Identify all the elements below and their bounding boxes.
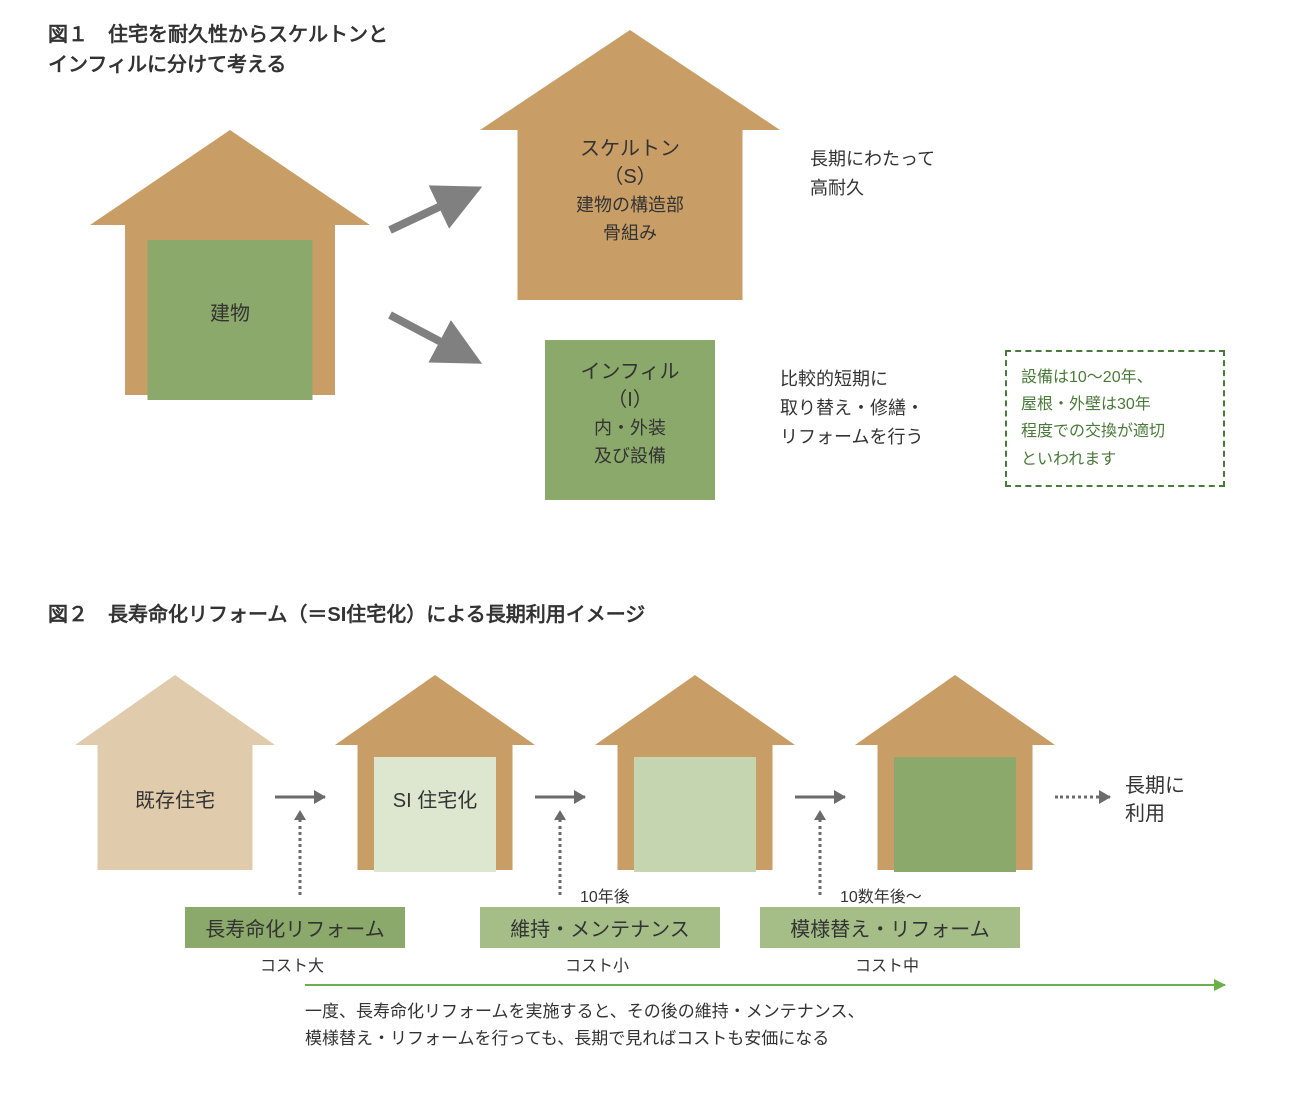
arrow-up-dotted-icon	[293, 810, 307, 895]
time-label-2: 10数年後～	[840, 883, 922, 907]
house-stage-1: SI 住宅化	[340, 675, 530, 870]
infill-note: 比較的短期に 取り替え・修繕・ リフォームを行う	[780, 365, 924, 451]
arrow-up-dotted-icon	[553, 810, 567, 895]
roof-icon	[75, 675, 275, 745]
arrow-right-icon	[795, 790, 845, 804]
arrow-up-dotted-icon	[813, 810, 827, 895]
arrow-right-icon	[275, 790, 325, 804]
house-infill	[894, 757, 1016, 872]
arrow-down-icon	[380, 300, 490, 380]
house-stage-3	[860, 675, 1050, 870]
time-label-1: 10年後	[580, 883, 630, 907]
fig2-footnote: 一度、長寿命化リフォームを実施すると、その後の維持・メンテナンス、 模様替え・リ…	[305, 998, 864, 1052]
arrow-right-dotted-icon	[1055, 790, 1110, 804]
cost-label-2: コスト中	[855, 952, 919, 976]
skeleton-label: スケルトン （S） 建物の構造部 骨組み	[490, 135, 770, 247]
stage1-label: SI 住宅化	[340, 787, 530, 815]
house-building: 建物	[100, 130, 360, 390]
roof-icon	[855, 675, 1055, 745]
stage-name-0: 長寿命化リフォーム	[185, 907, 405, 948]
cost-label-1: コスト小	[565, 952, 629, 976]
fig2-title: 図２ 長寿命化リフォーム（＝SI住宅化）による長期利用イメージ	[48, 600, 645, 630]
roof-icon	[595, 675, 795, 745]
house-skeleton: スケルトン （S） 建物の構造部 骨組み	[490, 30, 770, 290]
stage-name-1: 維持・メンテナンス	[480, 907, 720, 948]
skeleton-note: 長期にわたって 高耐久	[810, 145, 935, 203]
building-label: 建物	[100, 300, 360, 328]
infill-box: インフィル （I） 内・外装 及び設備	[545, 340, 715, 500]
dashed-note: 設備は10～20年、 屋根・外壁は30年 程度での交換が適切 といわれます	[1005, 350, 1225, 487]
stage0-label: 既存住宅	[80, 787, 270, 815]
stage-name-2: 模様替え・リフォーム	[760, 907, 1020, 948]
roof-icon	[480, 30, 780, 130]
long-use-label: 長期に 利用	[1125, 772, 1185, 828]
arrow-right-icon	[535, 790, 585, 804]
figure-2: 図２ 長寿命化リフォーム（＝SI住宅化）による長期利用イメージ 既存住宅 SI …	[0, 600, 1314, 1080]
figure-1: 図１ 住宅を耐久性からスケルトンと インフィルに分けて考える 建物 スケルトン …	[0, 20, 1314, 580]
arrow-up-icon	[380, 175, 490, 245]
house-infill	[634, 757, 756, 872]
house-stage-0: 既存住宅	[80, 675, 270, 870]
timeline-arrow-icon	[305, 984, 1225, 986]
cost-label-0: コスト大	[260, 952, 324, 976]
roof-icon	[335, 675, 535, 745]
roof-icon	[90, 130, 370, 225]
fig1-title: 図１ 住宅を耐久性からスケルトンと インフィルに分けて考える	[48, 20, 388, 80]
house-stage-2	[600, 675, 790, 870]
